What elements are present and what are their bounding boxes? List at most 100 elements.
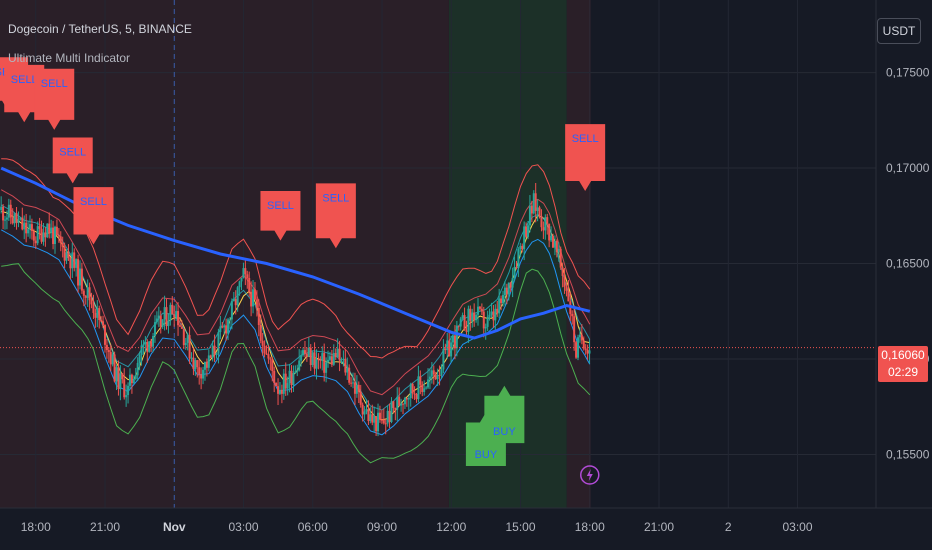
overlay-icons — [580, 465, 600, 485]
candle-body — [113, 354, 116, 382]
candle-body — [352, 382, 355, 384]
candle-body — [94, 312, 97, 318]
candle-body — [334, 352, 337, 358]
sell-text: SELL — [322, 192, 349, 204]
candle-body — [282, 373, 285, 394]
lightning-icon — [580, 465, 600, 485]
sell-text: SELL — [11, 74, 38, 86]
candle-body — [323, 353, 326, 373]
candle-body — [523, 226, 526, 250]
candle-body — [427, 379, 430, 388]
candle-body — [192, 357, 195, 370]
sell-marker — [4, 64, 45, 123]
candle-body — [28, 224, 31, 230]
candle-body — [576, 337, 579, 358]
candle-body — [559, 248, 562, 268]
buy-text: BUY — [475, 449, 498, 461]
candle-body — [498, 298, 501, 314]
candle-body — [478, 306, 481, 309]
currency-button[interactable]: USDT — [877, 18, 921, 44]
sell-signal: SELL — [315, 183, 356, 249]
candlesticks — [0, 182, 591, 437]
candle-body — [277, 386, 280, 394]
time-axis: 18:00 21:00 Nov 03:00 06:00 09:00 12:00 15:00 18… — [0, 507, 932, 550]
candle-body — [353, 382, 356, 394]
candle-body — [32, 231, 35, 241]
candle-body — [257, 307, 260, 325]
candle-body — [244, 268, 247, 275]
candle-body — [107, 350, 110, 353]
candle-body — [150, 341, 153, 347]
candle-body — [365, 409, 368, 412]
candle-body — [259, 324, 262, 341]
time-tick-label: Nov — [163, 520, 186, 534]
candle-body — [207, 355, 210, 368]
candle-body — [105, 344, 108, 351]
candle-body — [77, 259, 80, 286]
candle-body — [53, 226, 56, 245]
sell-marker — [260, 190, 301, 241]
candle-body — [46, 223, 49, 238]
candle-body — [567, 290, 570, 302]
candle-body — [536, 207, 539, 211]
candle-body — [473, 312, 476, 321]
candle-body — [469, 308, 472, 321]
candle-body — [492, 311, 495, 321]
candle-body — [538, 207, 541, 217]
candle-body — [123, 379, 126, 398]
time-tick-label: 03:00 — [229, 520, 259, 534]
candle-body — [515, 266, 518, 269]
candle-body — [273, 370, 276, 383]
lightning-bolt — [586, 469, 593, 481]
candle-body — [200, 374, 203, 379]
candle-body — [300, 355, 303, 361]
candle-body — [294, 371, 297, 374]
candle-body — [125, 395, 128, 398]
candle-body — [267, 354, 270, 359]
price-tick-label: 0,17000 — [886, 161, 930, 175]
sell-text: SELL — [41, 78, 68, 90]
candle-body — [553, 240, 556, 248]
candle-body — [440, 369, 443, 376]
candle-body — [228, 319, 231, 321]
candle-body — [255, 299, 258, 308]
candle-body — [44, 232, 47, 238]
candle-body — [446, 340, 449, 351]
candle-body — [34, 240, 37, 244]
candle-body — [242, 268, 245, 279]
candle-body — [475, 314, 478, 321]
candle-body — [100, 320, 103, 322]
buy-text: BUY — [493, 426, 516, 438]
candle-body — [417, 376, 420, 400]
candle-body — [519, 245, 522, 250]
candle-body — [588, 350, 591, 354]
candle-body — [586, 349, 589, 354]
sell-text: SELL — [80, 196, 107, 208]
candle-body — [148, 341, 151, 352]
candle-body — [496, 308, 499, 314]
candle-body — [557, 248, 560, 253]
indicator-name[interactable]: Ultimate Multi Indicator — [8, 51, 131, 65]
candle-body — [373, 416, 376, 423]
candle-body — [15, 213, 18, 223]
candle-body — [565, 286, 568, 291]
candle-body — [386, 410, 389, 424]
candle-body — [580, 334, 583, 341]
candle-body — [413, 393, 416, 395]
candle-body — [236, 287, 239, 306]
candle-body — [55, 226, 58, 236]
candle-body — [350, 382, 353, 384]
candle-body — [144, 341, 147, 345]
candle-body — [396, 396, 399, 410]
candle-body — [157, 315, 160, 319]
candle-body — [177, 311, 180, 326]
candle-body — [453, 335, 456, 349]
candle-body — [63, 246, 66, 261]
candle-body — [573, 316, 576, 343]
candle-body — [40, 228, 43, 242]
candle-body — [534, 193, 537, 211]
candle-body — [284, 373, 287, 389]
symbol-title[interactable]: Dogecoin / TetherUS, 5, BINANCE — [8, 22, 192, 36]
candle-body — [142, 344, 145, 346]
